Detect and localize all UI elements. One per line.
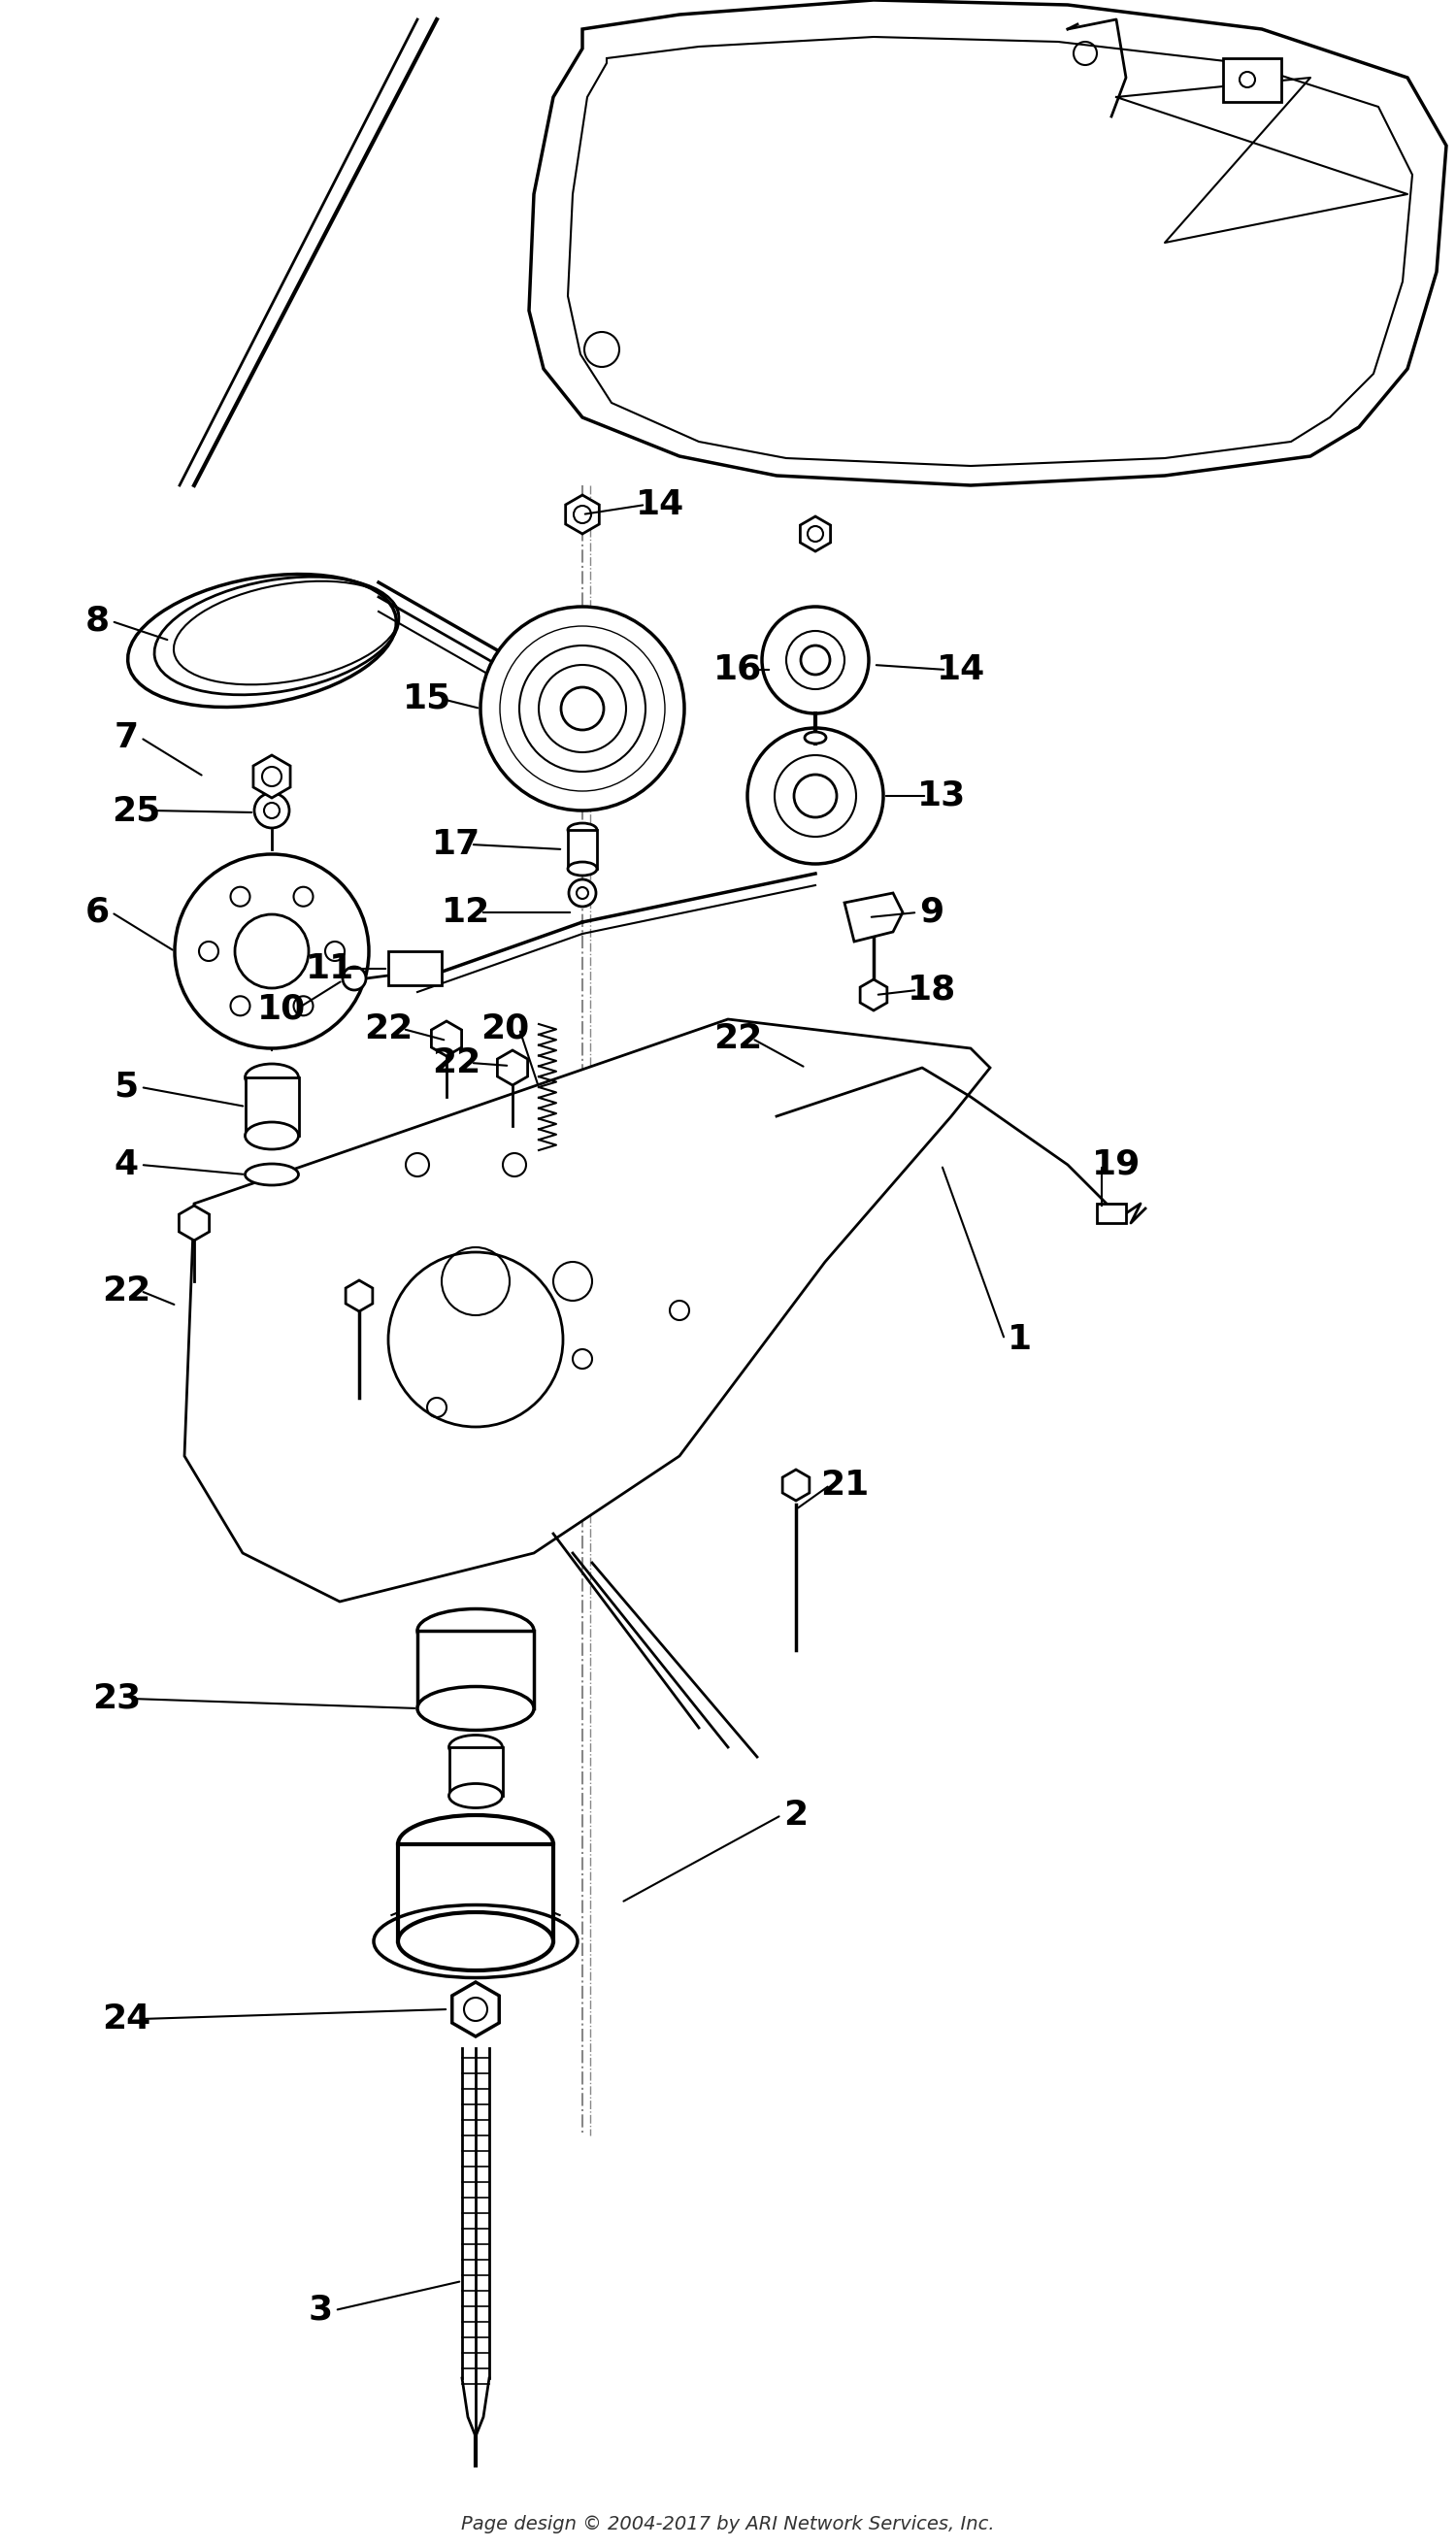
Polygon shape: [345, 1279, 373, 1312]
Ellipse shape: [397, 1814, 553, 1873]
Circle shape: [262, 767, 281, 787]
Text: 24: 24: [102, 2003, 150, 2036]
Text: 15: 15: [403, 683, 451, 716]
Circle shape: [480, 606, 684, 810]
Bar: [568, 831, 597, 869]
Ellipse shape: [245, 1164, 298, 1185]
Polygon shape: [801, 517, 830, 550]
Circle shape: [761, 606, 869, 713]
Ellipse shape: [568, 861, 597, 877]
Circle shape: [801, 645, 830, 675]
Text: 22: 22: [713, 1022, 761, 1055]
Text: 14: 14: [636, 489, 684, 522]
Text: 11: 11: [306, 953, 354, 986]
Bar: [1096, 1203, 1125, 1223]
Text: 25: 25: [112, 795, 160, 828]
Polygon shape: [498, 1050, 527, 1085]
Polygon shape: [529, 0, 1446, 484]
Polygon shape: [253, 754, 290, 798]
Text: 10: 10: [258, 994, 306, 1027]
Bar: [450, 1748, 502, 1796]
Ellipse shape: [418, 1687, 534, 1730]
Text: 7: 7: [114, 721, 138, 754]
Text: 8: 8: [84, 604, 109, 637]
Text: 12: 12: [441, 897, 491, 930]
Text: 3: 3: [309, 2293, 332, 2326]
Text: 4: 4: [114, 1149, 138, 1182]
Text: 23: 23: [92, 1682, 141, 1715]
Ellipse shape: [568, 823, 597, 836]
Circle shape: [747, 729, 884, 864]
Circle shape: [569, 879, 596, 907]
Ellipse shape: [448, 1784, 502, 1809]
Polygon shape: [179, 1205, 210, 1241]
Text: 14: 14: [936, 652, 986, 685]
Text: 16: 16: [713, 652, 761, 685]
Circle shape: [342, 966, 365, 991]
Circle shape: [561, 688, 604, 729]
Ellipse shape: [448, 1735, 502, 1758]
Ellipse shape: [805, 731, 826, 744]
Text: 1: 1: [1008, 1322, 1031, 1356]
Text: 2: 2: [783, 1799, 808, 1832]
Ellipse shape: [418, 1608, 534, 1654]
Polygon shape: [565, 494, 600, 535]
Text: 13: 13: [917, 780, 965, 813]
Text: Page design © 2004-2017 by ARI Network Services, Inc.: Page design © 2004-2017 by ARI Network S…: [462, 2515, 994, 2533]
Bar: [389, 950, 441, 986]
Text: 20: 20: [480, 1012, 529, 1045]
Text: 22: 22: [364, 1012, 412, 1045]
Text: 5: 5: [114, 1070, 138, 1103]
Ellipse shape: [245, 1121, 298, 1149]
Polygon shape: [185, 1019, 990, 1603]
Polygon shape: [860, 978, 887, 1012]
Ellipse shape: [397, 1911, 553, 1970]
Text: 19: 19: [1092, 1149, 1140, 1182]
Bar: [246, 1078, 298, 1136]
Ellipse shape: [245, 1065, 298, 1091]
Bar: [1223, 59, 1281, 102]
Polygon shape: [782, 1470, 810, 1501]
Text: 22: 22: [432, 1047, 480, 1080]
Bar: [397, 1845, 553, 1942]
Polygon shape: [431, 1022, 462, 1055]
Circle shape: [175, 854, 368, 1047]
Polygon shape: [844, 892, 903, 943]
Text: 6: 6: [84, 897, 109, 930]
Circle shape: [794, 775, 837, 818]
Text: 18: 18: [907, 973, 957, 1006]
Bar: [418, 1631, 534, 1707]
Polygon shape: [453, 1982, 499, 2036]
Text: 9: 9: [920, 897, 943, 930]
Text: 21: 21: [820, 1468, 869, 1501]
Circle shape: [234, 915, 309, 989]
Text: 22: 22: [102, 1274, 150, 1307]
Text: 17: 17: [432, 828, 480, 861]
